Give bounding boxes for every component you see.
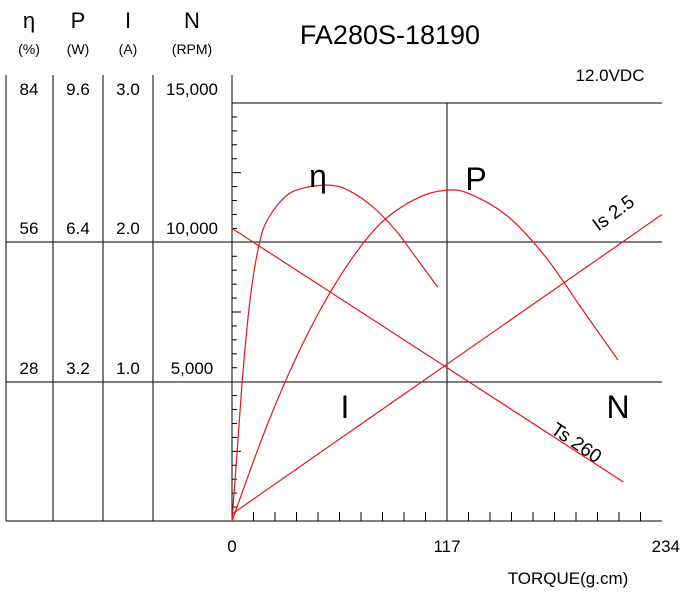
curve-annotations: Is 2.5 Ts 260 [547,191,639,467]
series-line-eta [231,184,439,522]
tick-marks [232,116,641,521]
axis-unit-1: (W) [67,41,90,57]
series-line-current [231,214,663,515]
series-line-speed [231,227,624,483]
axis-unit-2: (A) [119,41,138,57]
series-lines [231,184,663,522]
y-axis-headers: η (%) P (W) I (A) N (RPM) [18,8,212,57]
tick-labels: 28 56 84 3.2 6.4 9.6 1.0 2.0 3.0 5,000 10,000 15,00… [20,80,680,556]
y-tick-label: 1.0 [116,359,140,378]
curve-label-speed: N [606,389,629,425]
y-tick-label: 10,000 [166,219,218,238]
y-tick-label: 5,000 [171,359,214,378]
axis-unit-0: (%) [18,41,40,57]
axis-symbol-3: N [184,8,200,33]
series-line-power [231,189,619,522]
y-tick-label: 15,000 [166,80,218,99]
y-tick-label: 3.0 [116,80,140,99]
y-tick-label: 56 [20,219,39,238]
x-tick-label: 234 [652,537,680,556]
y-tick-label: 6.4 [66,219,90,238]
y-tick-label: 9.6 [66,80,90,99]
curve-label-current: I [341,389,350,425]
x-axis-title: TORQUE(g.cm) [508,569,629,588]
grid-lines [5,75,662,522]
y-tick-label: 3.2 [66,359,90,378]
y-tick-label: 84 [20,80,39,99]
curve-labels: η P I N [309,158,629,425]
y-tick-label: 2.0 [116,219,140,238]
stall-current-label: Is 2.5 [589,191,639,235]
voltage-label: 12.0VDC [576,66,645,85]
y-tick-label: 28 [20,359,39,378]
stall-torque-label: Ts 260 [547,419,605,468]
axis-symbol-0: η [23,8,35,33]
chart-title: FA280S-18190 [300,20,480,50]
x-tick-label: 0 [227,537,236,556]
axis-symbol-1: P [71,8,86,33]
axis-unit-3: (RPM) [172,41,212,57]
curve-label-eta: η [309,158,327,194]
curve-label-power: P [465,161,486,197]
x-tick-label: 117 [433,537,460,556]
axis-symbol-2: I [125,8,131,33]
